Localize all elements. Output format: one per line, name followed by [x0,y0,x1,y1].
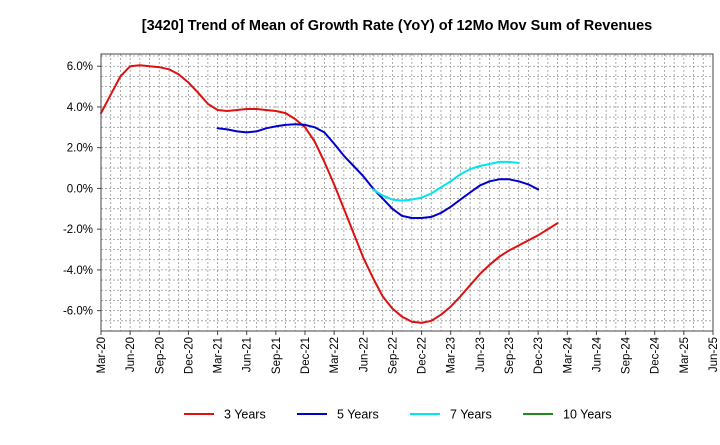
plot-frame [100,53,714,332]
x-tick-label: Mar-22 [329,337,341,373]
x-tick-label: Jun-24 [591,336,603,372]
grid-layer [101,54,713,331]
x-tick-label: Mar-21 [213,337,225,373]
x-tick-label: Jun-20 [125,337,137,372]
legend-label-3-years: 3 Years [224,408,266,422]
y-tick-label: -2.0% [63,224,93,236]
x-tick-label: Mar-23 [446,337,458,373]
x-tick-label: Dec-23 [533,337,545,374]
x-tick-label: Jun-25 [708,337,720,372]
x-tick-label: Dec-24 [650,336,662,374]
legend-label-5-years: 5 Years [337,408,379,422]
x-tick-label: Dec-22 [417,337,429,374]
x-tick-label: Jun-21 [242,337,254,372]
plot-background [101,54,713,331]
y-tick-label: -4.0% [63,265,93,277]
x-tick-label: Jun-22 [358,337,370,372]
y-tick-label: 0.0% [67,183,93,195]
series-line-3-years [100,64,559,324]
y-tick-label: -6.0% [63,306,93,318]
legend-label-10-years: 10 Years [563,408,612,422]
x-tick-label: Sep-23 [504,337,516,374]
x-tick-label: Dec-21 [300,337,312,374]
x-axis-ticks: Mar-20 Jun-20 Sep-20 Dec-20 Mar-21 Jun-21 Sep-… [96,331,720,374]
x-tick-label: Mar-25 [679,337,691,373]
x-tick-label: Mar-20 [96,337,108,373]
x-tick-label: Sep-20 [154,337,166,374]
y-tick-label: 4.0% [67,102,93,114]
chart-title: [3420] Trend of Mean of Growth Rate (YoY… [142,18,653,34]
y-axis-ticks: 6.0% 4.0% 2.0% 0.0% -2.0% -4.0% -6.0% [63,61,101,318]
x-tick-label: Sep-24 [621,336,633,374]
x-tick-label: Sep-21 [271,337,283,374]
x-tick-label: Dec-20 [183,337,195,374]
x-tick-label: Jun-23 [475,337,487,372]
y-tick-label: 6.0% [67,61,93,73]
legend: 3 Years 5 Years 7 Years 10 Years [184,408,612,422]
y-tick-label: 2.0% [67,143,93,155]
x-tick-label: Mar-24 [562,336,574,373]
x-tick-label: Sep-22 [387,337,399,374]
legend-label-7-years: 7 Years [450,408,492,422]
series-line-7-years [372,160,520,202]
series-layer [100,64,559,324]
